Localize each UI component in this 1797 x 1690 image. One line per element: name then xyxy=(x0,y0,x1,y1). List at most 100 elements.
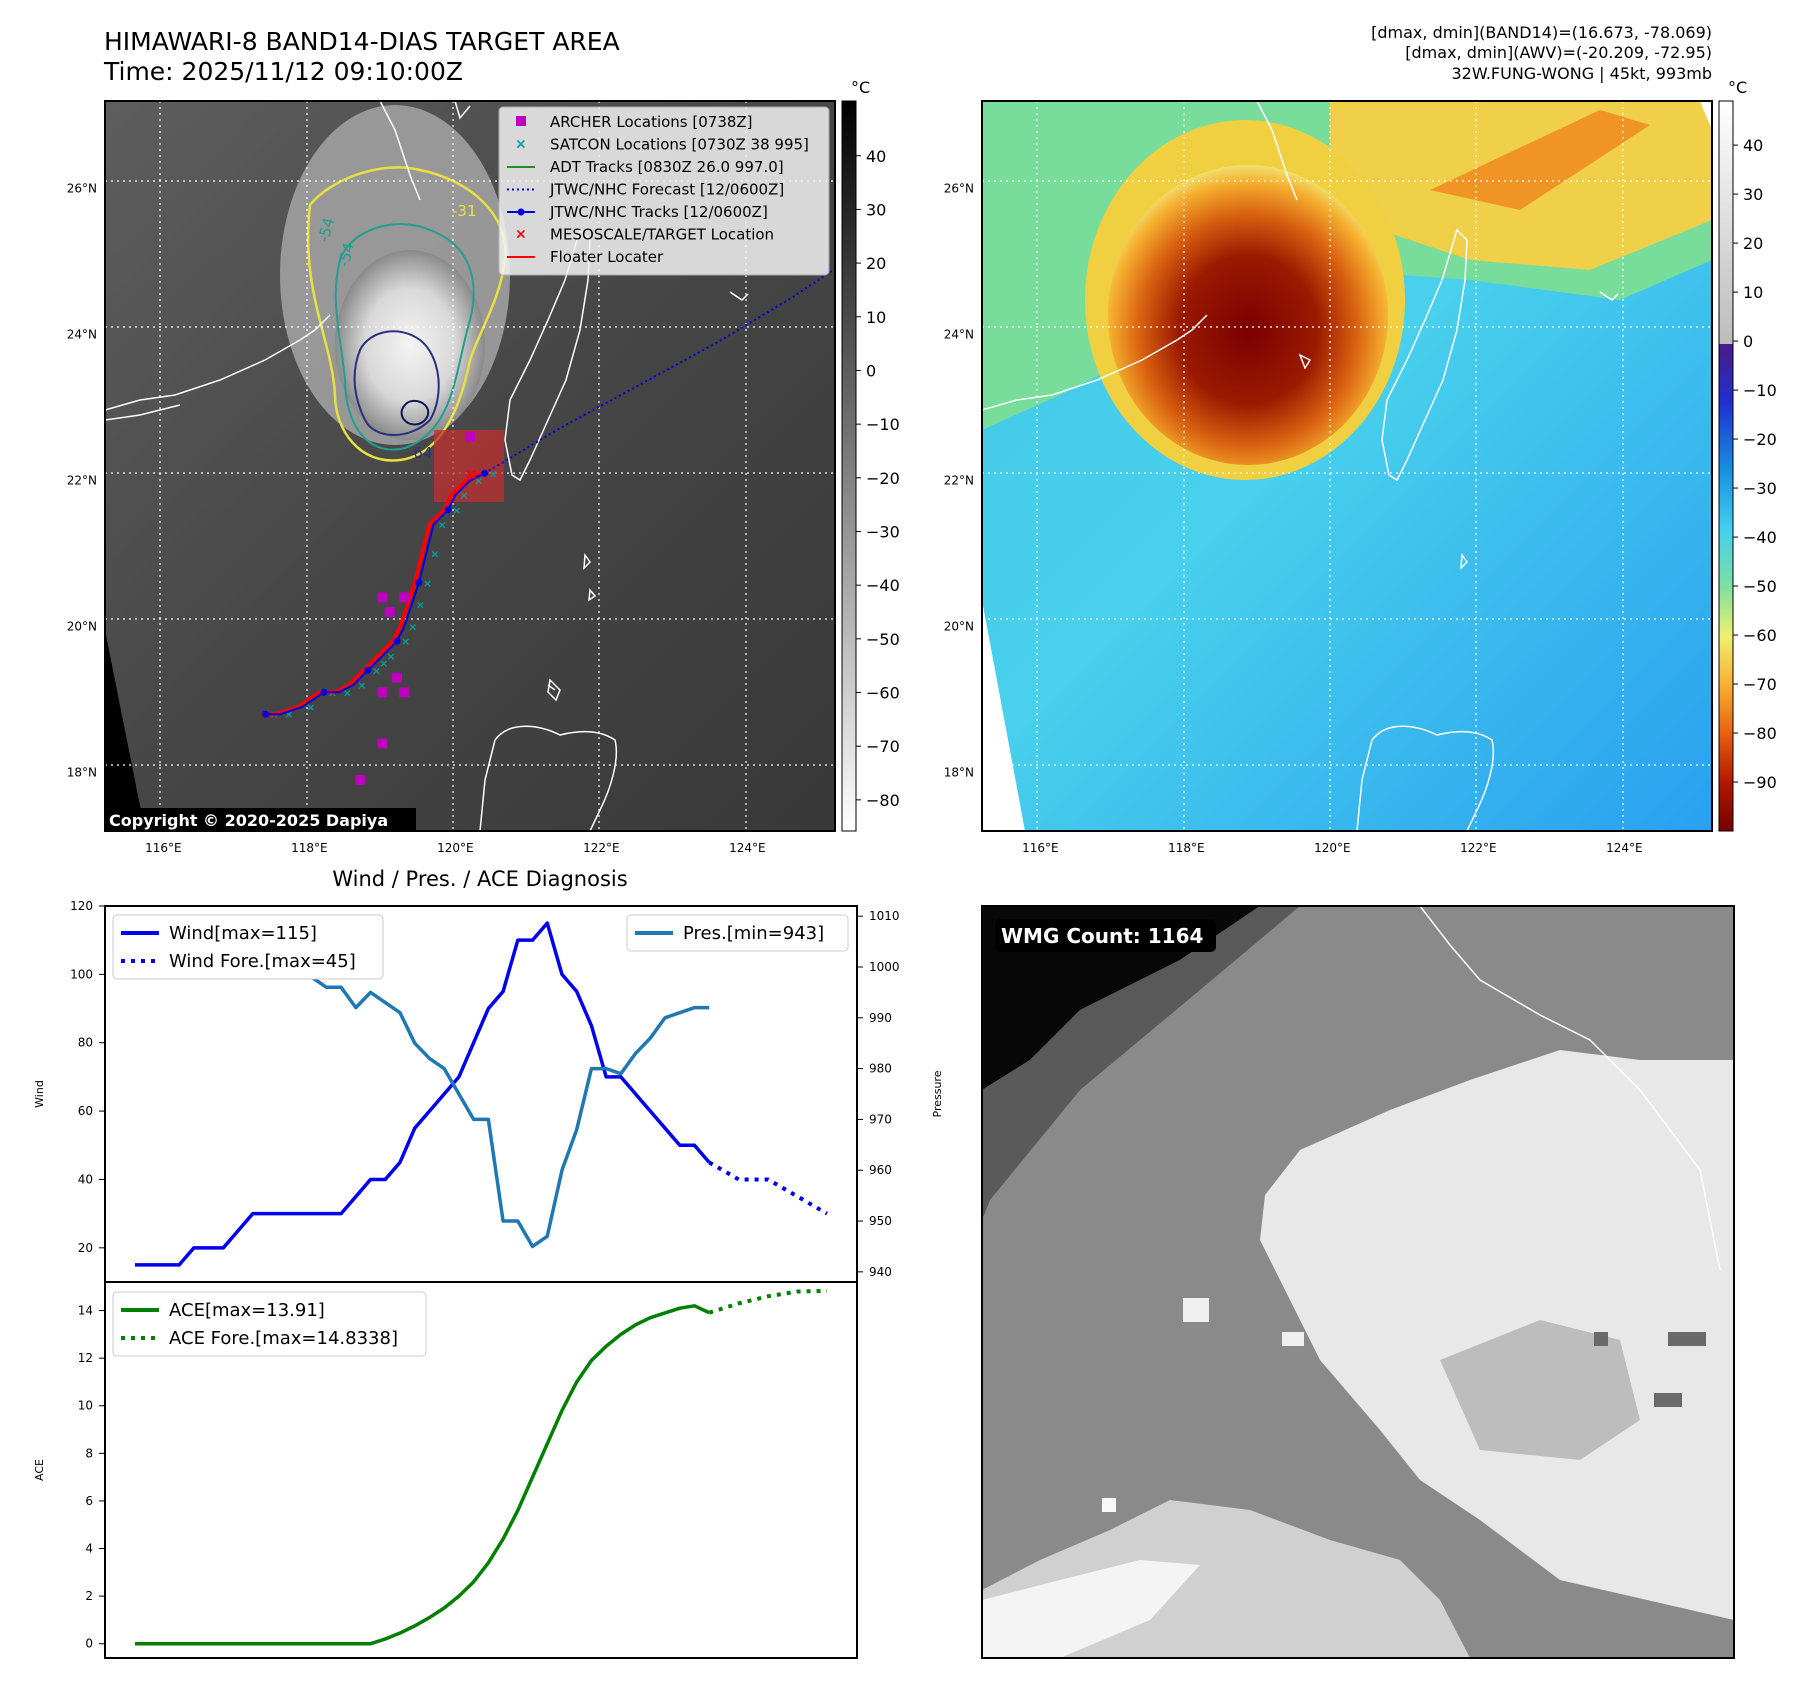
wmg-bright-mass xyxy=(1260,1050,1734,1620)
ace-ytick-label: 4 xyxy=(85,1542,93,1556)
legend-label: ARCHER Locations [0738Z] xyxy=(550,113,753,131)
satcon-marker: × xyxy=(372,664,381,677)
ir-cloud-core xyxy=(335,250,485,440)
wind-legend-label: Wind Fore.[max=45] xyxy=(169,951,356,972)
ir-map-frame xyxy=(104,100,836,832)
wmg-mid-patch xyxy=(1440,1320,1640,1460)
ir-colorbar-tick-label: −70 xyxy=(866,737,900,756)
map-legend: ARCHER Locations [0738Z] × SATCON Location… xyxy=(498,106,830,276)
ir-lon-label: 120°E xyxy=(437,841,474,855)
ir-no-data-wedge xyxy=(105,630,145,831)
legend-label: MESOSCALE/TARGET Location xyxy=(550,226,774,244)
awv-colorbar-tick-label: −50 xyxy=(1743,577,1777,596)
ace-legend-box xyxy=(112,1291,427,1357)
awv-colorbar-tick-label: −30 xyxy=(1743,479,1777,498)
awv-map-panel xyxy=(981,100,1713,832)
satcon-marker: × xyxy=(489,467,498,480)
archer-marker xyxy=(355,774,366,785)
wind-y2tick-label: 1010 xyxy=(869,909,900,923)
awv-colorbar-ramp-cold xyxy=(1719,344,1733,831)
ace-chart: 0 2 4 6 8 10 12 14 ACE ACE[max=13.91] ACE Fore.[ma… xyxy=(33,1281,858,1659)
wmg-label-box xyxy=(995,919,1216,952)
archer-marker xyxy=(377,738,388,749)
awv-colorbar-tick-label: −40 xyxy=(1743,528,1777,547)
awv-lat-label: 24°N xyxy=(944,328,974,342)
awv-lon-label: 118°E xyxy=(1168,841,1205,855)
satcon-marker: × xyxy=(357,679,366,692)
contour-label: -64 xyxy=(408,444,433,462)
awv-colorbar-ramp-warm xyxy=(1719,101,1733,344)
ts-title: Wind / Pres. / ACE Diagnosis xyxy=(332,867,627,891)
wind-legend-box xyxy=(626,914,849,952)
map-axis-labels: 26°N 24°N 22°N 20°N 18°N 116°E 118°E 120°E 122°E… xyxy=(67,182,1643,855)
legend-marker xyxy=(516,116,526,126)
satcon-marker: × xyxy=(306,701,315,714)
awv-colorbar-tick-label: −10 xyxy=(1743,381,1777,400)
contour-yellow xyxy=(306,166,507,462)
info-line-3: 32W.FUNG-WONG | 45kt, 993mb xyxy=(1451,64,1712,83)
wind-ytick-label: 120 xyxy=(70,899,93,913)
ir-colorbar-tick-label: 40 xyxy=(866,147,886,166)
legend-box xyxy=(498,106,830,276)
jtwc-track-point xyxy=(393,637,401,645)
ir-colorbar-tick-label: −60 xyxy=(866,684,900,703)
info-line-2: [dmax, dmin](AWV)=(-20.209, -72.95) xyxy=(1405,43,1712,62)
awv-lon-label: 120°E xyxy=(1314,841,1351,855)
ir-lon-label: 118°E xyxy=(291,841,328,855)
wmg-pixel xyxy=(1668,1332,1706,1346)
archer-marker xyxy=(392,672,402,683)
ir-colorbar-tick-label: −50 xyxy=(866,630,900,649)
ace-ytick-label: 6 xyxy=(85,1494,93,1508)
legend-label: SATCON Locations [0730Z 38 995] xyxy=(550,136,809,154)
wind-y2label: Pressure xyxy=(931,1070,944,1117)
ir-colorbar-tick-label: 30 xyxy=(866,200,886,219)
wind-ylabel: Wind xyxy=(33,1080,46,1108)
satcon-marker: × xyxy=(386,650,395,663)
awv-colorbar-tick-label: 0 xyxy=(1743,332,1753,351)
ir-colorbar: °C 40 30 20 10 0 −10 −20 −30 −40 −50 −60 −70 −80 xyxy=(841,78,900,832)
jtwc-track-point xyxy=(262,710,270,718)
wmg-coastline xyxy=(1419,906,1721,1271)
ir-map-panel: × ××× ×××××××××××××××× -54 -31 -54 -64 ARC… xyxy=(104,100,836,832)
mesoscale-box xyxy=(434,430,504,502)
wmg-panel: WMG Count: 1164 xyxy=(981,905,1735,1659)
awv-orange-streaks xyxy=(1430,110,1650,210)
wmg-pixel xyxy=(1102,1498,1116,1512)
archer-marker xyxy=(384,607,395,617)
satcon-marker: × xyxy=(438,518,447,531)
ir-lat-label: 26°N xyxy=(67,182,97,196)
awv-colorbar-tick-label: −80 xyxy=(1743,724,1777,743)
jtwc-track-point xyxy=(320,688,328,696)
ace-legend-label: ACE Fore.[max=14.8338] xyxy=(169,1328,398,1349)
awv-colorbar-unit: °C xyxy=(1728,78,1747,97)
legend-marker: × xyxy=(515,137,527,153)
ir-colorbar-tick-label: 0 xyxy=(866,361,876,380)
ir-colorbar-tick-label: −80 xyxy=(866,791,900,810)
wind-ytick-label: 40 xyxy=(78,1172,93,1186)
contour-navy-core xyxy=(400,399,430,426)
wind-ytick-label: 60 xyxy=(78,1104,93,1118)
wind-y2tick-label: 950 xyxy=(869,1214,892,1228)
copyright-box xyxy=(104,808,416,831)
awv-map-frame xyxy=(981,100,1713,832)
ace-ytick-label: 8 xyxy=(85,1446,93,1460)
legend-label: JTWC/NHC Tracks [12/0600Z] xyxy=(549,203,768,221)
awv-colorbar-tick-label: 10 xyxy=(1743,283,1763,302)
ace-ytick-label: 14 xyxy=(78,1304,93,1318)
contour-label: -31 xyxy=(452,202,477,220)
satcon-marker: × xyxy=(401,635,410,648)
awv-no-data-right xyxy=(1700,101,1712,130)
ir-lon-label: 116°E xyxy=(145,841,182,855)
wmg-lower-bright xyxy=(982,1560,1200,1658)
ace-ytick-label: 12 xyxy=(78,1351,93,1365)
coastlines-ir xyxy=(105,101,749,831)
awv-storm-core xyxy=(1108,165,1388,465)
title-line-1: HIMAWARI-8 BAND14-DIAS TARGET AREA xyxy=(104,27,620,56)
jtwc-track-point xyxy=(444,506,452,514)
jtwc-track-point xyxy=(364,666,372,674)
ir-lat-label: 22°N xyxy=(67,474,97,488)
floater-locater-line xyxy=(261,471,482,717)
contour-label: -54 xyxy=(314,216,338,244)
awv-colorbar-tick-label: 40 xyxy=(1743,136,1763,155)
legend-marker-dot xyxy=(517,208,525,216)
